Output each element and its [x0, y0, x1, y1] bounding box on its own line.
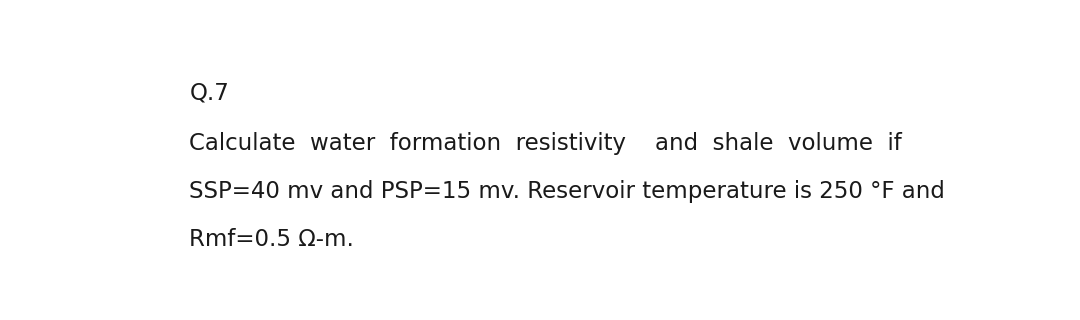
- Text: SSP=40 mv and PSP=15 mv. Reservoir temperature is 250 °F and: SSP=40 mv and PSP=15 mv. Reservoir tempe…: [189, 180, 945, 203]
- Text: Q.7: Q.7: [189, 81, 229, 104]
- Text: Rmf=0.5 Ω-m.: Rmf=0.5 Ω-m.: [189, 228, 354, 251]
- Text: Calculate  water  formation  resistivity    and  shale  volume  if: Calculate water formation resistivity an…: [189, 132, 902, 155]
